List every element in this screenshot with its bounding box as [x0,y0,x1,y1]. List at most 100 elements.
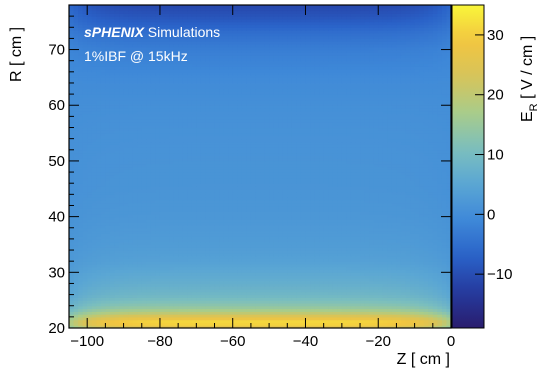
heatmap-cell [69,286,75,290]
heatmap-cell [291,166,297,170]
heatmap-cell [391,272,398,276]
heatmap-cell [105,322,111,326]
heatmap-cell [419,308,425,312]
heatmap-cell [169,205,175,209]
heatmap-cell [355,275,361,279]
heatmap-cell [178,211,184,215]
heatmap-cell [387,275,393,279]
heatmap-cell [287,199,293,204]
heatmap-cell [78,319,84,324]
heatmap-cell [87,272,93,276]
heatmap-cell [119,163,125,168]
heatmap-cell [314,300,320,304]
heatmap-cell [364,263,370,268]
heatmap-cell [187,294,193,298]
heatmap-cell [132,208,138,212]
heatmap-cell [191,230,197,234]
heatmap-cell [260,314,266,318]
heatmap-cell [310,191,316,195]
heatmap-cell [323,216,329,220]
heatmap-cell [446,197,451,201]
heatmap-cell [441,289,448,293]
heatmap-cell [246,297,252,301]
heatmap-cell [96,255,102,259]
heatmap-cell [323,211,329,215]
heatmap-cell [78,316,84,321]
heatmap-cell [205,325,211,328]
heatmap-cell [373,230,379,234]
heatmap-cell [146,185,152,190]
heatmap-cell [109,233,116,237]
heatmap-cell [87,294,93,298]
heatmap-cell [169,230,175,234]
heatmap-cell [446,244,451,248]
heatmap-cell [232,316,238,321]
heatmap-cell [410,185,416,190]
heatmap-cell [205,199,211,204]
heatmap-cell [378,219,384,223]
heatmap-cell [446,275,451,279]
heatmap-cell [269,305,275,310]
heatmap-cell [169,177,175,182]
heatmap-cell [78,227,84,232]
heatmap-cell [341,213,348,218]
heatmap-cell [91,297,97,301]
heatmap-cell [91,197,97,201]
heatmap-cell [414,199,420,204]
heatmap-cell [232,216,238,220]
heatmap-cell [137,305,143,310]
heatmap-cell [132,163,138,168]
heatmap-cell [255,222,261,226]
heatmap-cell [232,294,238,298]
heatmap-cell [141,316,147,321]
heatmap-cell [114,163,120,168]
heatmap-cell [414,319,420,324]
heatmap-cell [105,266,111,271]
heatmap-cell [150,194,157,198]
heatmap-cell [223,222,229,226]
heatmap-cell [91,236,97,240]
heatmap-cell [137,241,143,246]
heatmap-cell [378,311,384,315]
heatmap-cell [337,197,343,201]
heatmap-cell [159,227,166,232]
heatmap-cell [405,275,411,279]
heatmap-cell [214,188,220,193]
heatmap-cell [169,300,175,304]
heatmap-cell [105,319,111,324]
heatmap-cell [310,305,316,310]
heatmap-cell [119,172,125,176]
heatmap-cell [373,275,379,279]
heatmap-cell [378,261,384,265]
heatmap-cell [369,224,375,229]
heatmap-cell [228,208,234,212]
heatmap-cell [423,266,429,271]
heatmap-cell [69,222,75,226]
heatmap-cell [287,236,293,240]
heatmap-cell [87,205,93,209]
heatmap-cell [400,311,407,315]
heatmap-cell [346,185,352,190]
heatmap-cell [296,202,302,207]
heatmap-cell [300,300,307,304]
heatmap-cell [378,213,384,218]
heatmap-cell [73,227,79,232]
heatmap-cell [341,208,348,212]
heatmap-cell [300,266,307,271]
heatmap-cell [410,244,416,248]
heatmap-cell [209,224,216,229]
heatmap-cell [173,177,179,182]
heatmap-cell [273,211,279,215]
heatmap-cell [82,236,88,240]
heatmap-cell [237,219,243,223]
heatmap-cell [341,277,348,282]
heatmap-cell [391,280,398,285]
heatmap-cell [214,166,220,170]
heatmap-cell [132,219,138,223]
heatmap-cell [296,166,302,170]
heatmap-cell [141,275,147,279]
heatmap-cell [387,244,393,248]
heatmap-cell [328,236,334,240]
heatmap-cell [441,208,448,212]
heatmap-cell [223,300,229,304]
